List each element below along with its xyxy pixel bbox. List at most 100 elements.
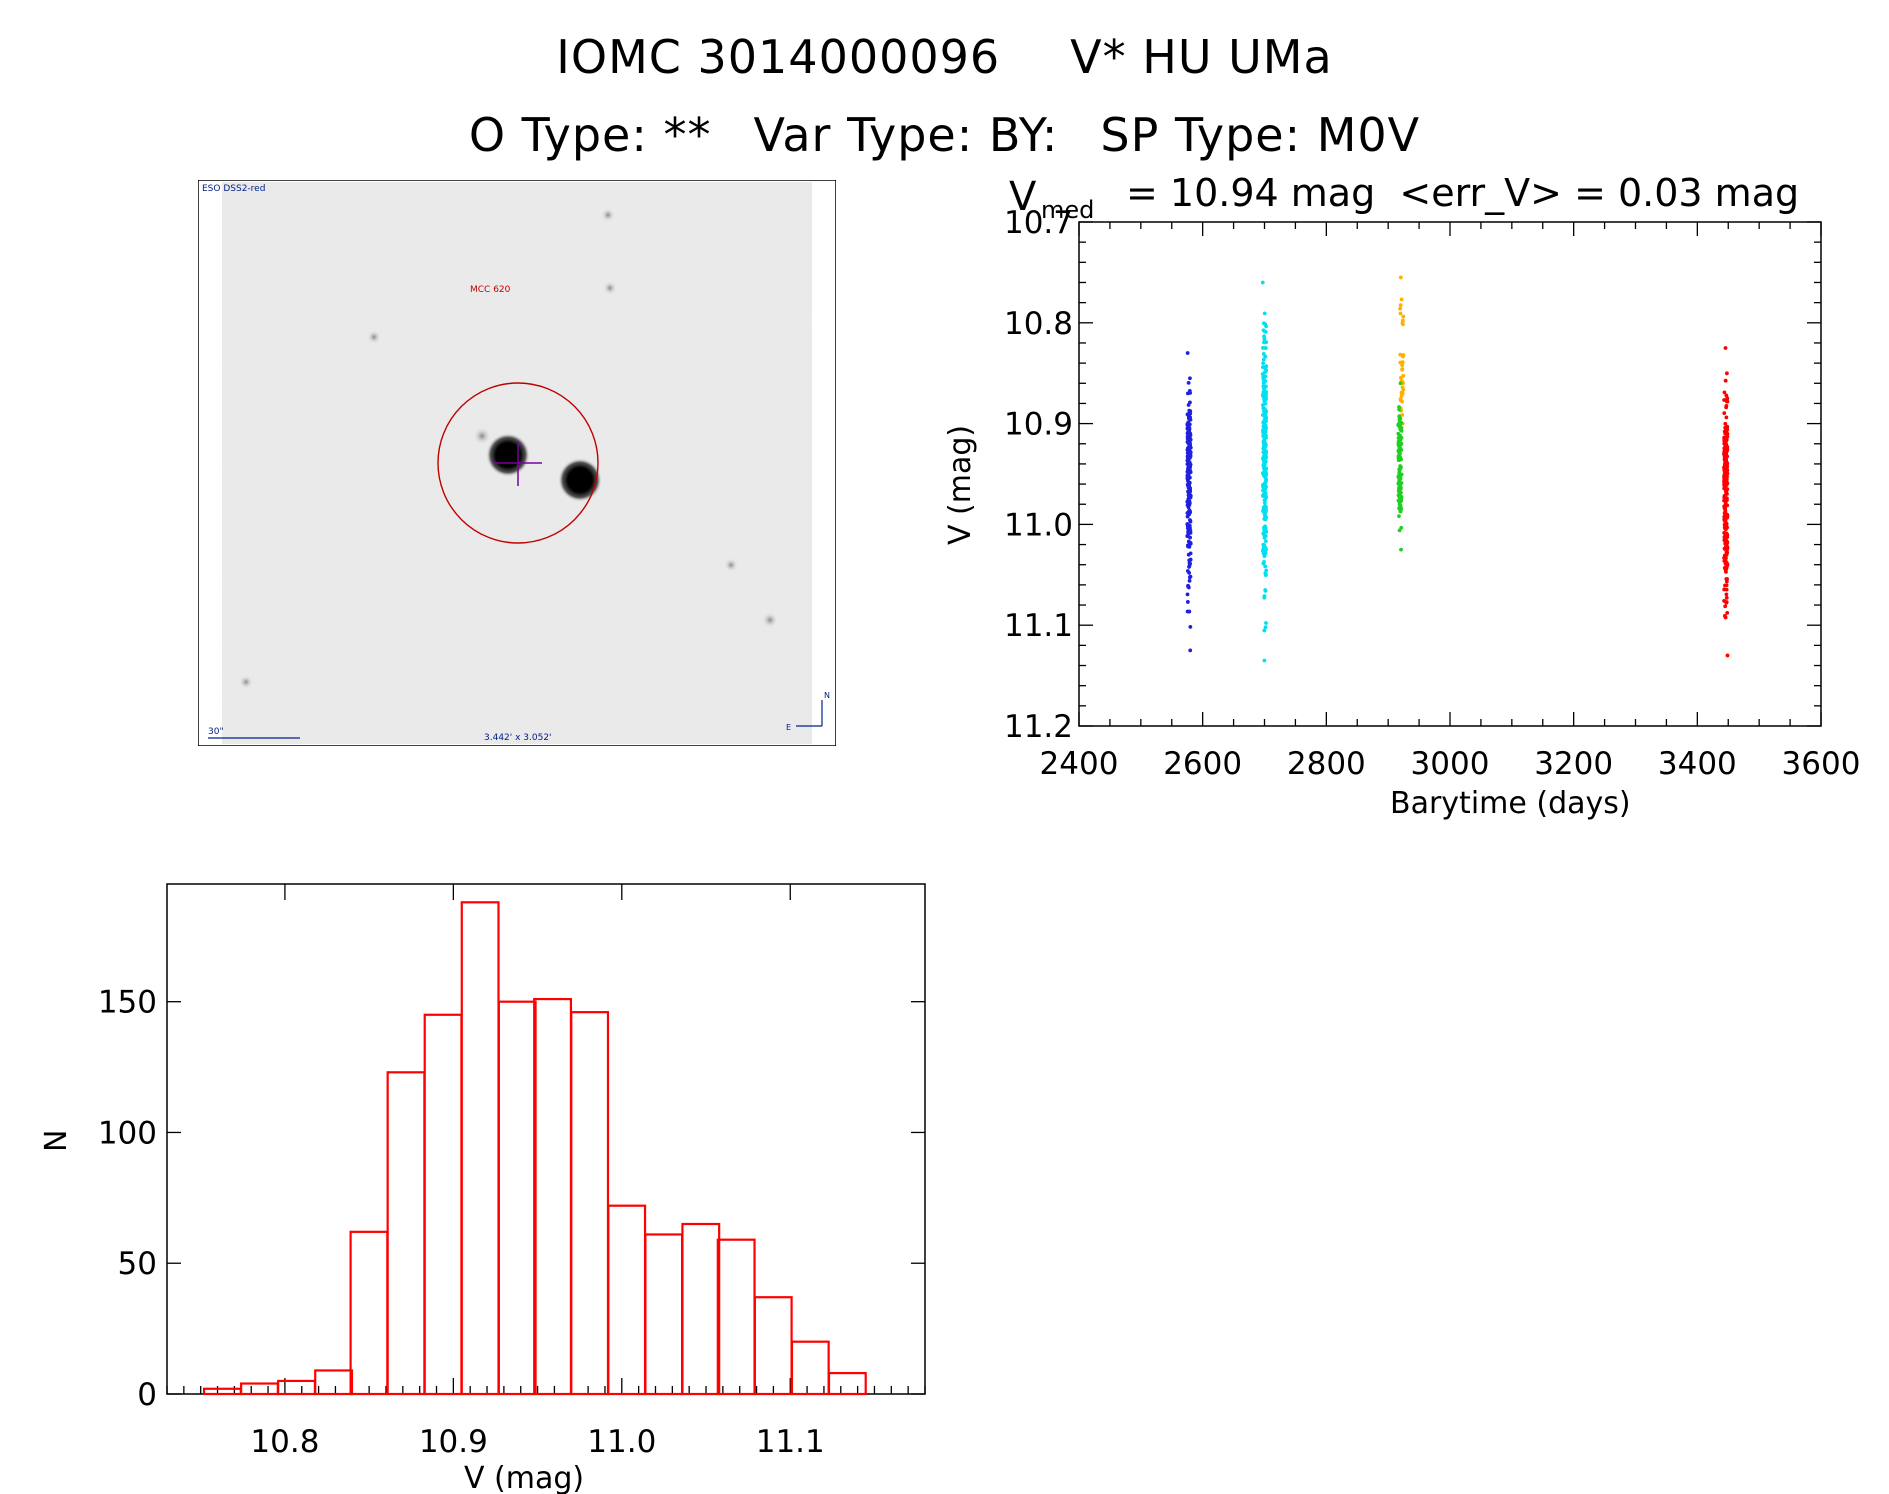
lc-point	[1722, 452, 1727, 457]
hist-bar	[790, 1340, 830, 1396]
lc-point	[1401, 373, 1406, 378]
lc-x-tick-label: 2400	[1040, 746, 1119, 782]
lc-point	[1262, 488, 1267, 493]
lc-series-season-3a	[1398, 275, 1406, 426]
lc-point	[1723, 475, 1728, 479]
lc-point	[1187, 460, 1192, 465]
hist-bar	[681, 1222, 721, 1396]
lc-point	[1186, 436, 1191, 441]
compass-east-label: E	[786, 723, 791, 732]
lc-point	[1264, 364, 1269, 369]
lc-point	[1188, 441, 1192, 446]
lc-point	[1264, 455, 1269, 460]
lc-point	[1722, 517, 1727, 522]
hist-bar	[753, 1296, 793, 1396]
lc-x-tick-label: 3200	[1534, 746, 1613, 782]
lc-point	[1397, 514, 1401, 519]
lc-point	[1262, 544, 1266, 549]
lc-point	[1262, 321, 1267, 326]
hist-bar	[349, 1230, 389, 1396]
lc-point	[1724, 583, 1729, 588]
lc-point	[1397, 458, 1401, 463]
target-label: MCC 620	[470, 285, 511, 295]
lc-point	[1396, 493, 1401, 498]
lc-point	[1263, 354, 1268, 359]
lc-point	[1396, 488, 1401, 493]
lc-point	[1260, 280, 1265, 285]
star-id: IOMC 3014000096	[556, 30, 1001, 84]
lc-point	[1264, 419, 1269, 423]
target-star	[486, 433, 530, 477]
lc-point	[1261, 463, 1266, 467]
lc-point	[1397, 468, 1402, 473]
hist-bar	[827, 1371, 867, 1396]
lc-point	[1262, 385, 1266, 389]
hist-y-axis-label: N	[39, 1130, 74, 1152]
lc-point	[1263, 589, 1268, 593]
lc-title-v: V	[1009, 174, 1037, 220]
lc-point	[1722, 504, 1727, 509]
lc-point	[1188, 574, 1193, 579]
lc-point	[1723, 604, 1728, 609]
lc-point	[1399, 392, 1404, 397]
lc-point	[1262, 511, 1267, 516]
lc-point	[1186, 585, 1191, 590]
lc-point	[1263, 346, 1268, 350]
lc-point	[1725, 550, 1730, 555]
field-star	[603, 281, 617, 295]
lc-point	[1725, 431, 1730, 436]
lc-y-axis-label: V (mag)	[943, 425, 978, 545]
lc-x-tick-label: 2800	[1287, 746, 1366, 782]
lc-point	[1723, 484, 1728, 489]
lc-point	[1187, 422, 1191, 427]
lc-point	[1185, 592, 1190, 597]
lc-point	[1262, 560, 1266, 564]
lc-point	[1262, 505, 1266, 509]
lc-point	[1261, 432, 1266, 437]
lc-point	[1263, 564, 1268, 569]
lc-point	[1263, 539, 1268, 544]
field-star	[762, 612, 778, 628]
hist-bar	[716, 1238, 756, 1396]
lc-point	[1264, 368, 1269, 373]
lc-point	[1398, 311, 1403, 316]
lc-series-season-4	[1722, 346, 1730, 658]
lc-point	[1724, 490, 1729, 495]
lc-point	[1398, 306, 1402, 311]
compass-north-label: N	[824, 691, 830, 700]
lc-point	[1188, 509, 1192, 514]
lc-point	[1261, 493, 1265, 498]
hist-plot-frame	[166, 883, 926, 1395]
lc-point	[1185, 600, 1190, 604]
lc-series-season-2	[1260, 280, 1269, 663]
lc-point	[1399, 495, 1404, 500]
lc-point	[1262, 658, 1267, 663]
lc-point	[1263, 571, 1268, 576]
lc-y-tick-label: 10.7	[1004, 205, 1073, 241]
lc-point	[1397, 438, 1402, 442]
lc-point	[1722, 514, 1727, 519]
lc-point	[1401, 387, 1406, 392]
lc-point	[1186, 469, 1191, 473]
lc-point	[1263, 475, 1268, 480]
lc-point	[1262, 438, 1267, 443]
lc-point	[1722, 479, 1727, 483]
lc-point	[1262, 501, 1267, 505]
lc-point	[1725, 434, 1730, 439]
lc-point	[1398, 398, 1403, 403]
lc-point	[1187, 416, 1191, 421]
lc-point	[1725, 513, 1730, 518]
lc-point	[1723, 462, 1728, 466]
lc-point	[1396, 498, 1401, 503]
lc-point	[1724, 539, 1729, 544]
lc-point	[1185, 609, 1190, 614]
field-star	[367, 330, 381, 344]
lc-point	[1399, 547, 1403, 552]
lc-point	[1724, 405, 1729, 410]
lc-point	[1722, 553, 1727, 558]
hist-bar	[644, 1233, 684, 1396]
hist-x-axis-label: V (mag)	[464, 1461, 584, 1494]
lc-point	[1188, 535, 1193, 540]
lc-point	[1722, 435, 1727, 440]
